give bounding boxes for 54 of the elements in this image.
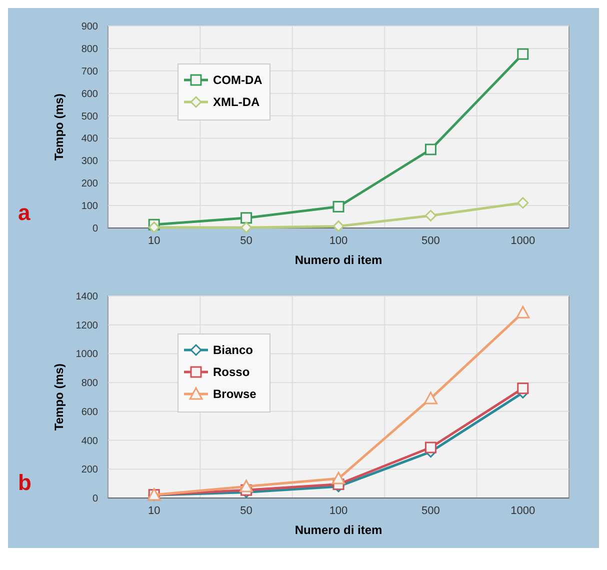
legend-label: Bianco — [213, 343, 254, 358]
x-tick-label: 50 — [240, 235, 252, 247]
x-axis-title: Numero di item — [294, 253, 382, 267]
x-tick-label: 500 — [422, 235, 440, 247]
text: a — [18, 200, 31, 225]
x-tick-label: 100 — [329, 235, 348, 247]
legend-label: COM-DA — [213, 73, 263, 88]
point — [332, 200, 344, 212]
y-axis-title: Tempo (ms) — [52, 363, 66, 431]
x-tick-label: 100 — [329, 505, 348, 517]
x-tick-label: 10 — [148, 235, 160, 247]
y-axis-title: Tempo (ms) — [52, 93, 66, 161]
y-tick-label: 400 — [81, 134, 98, 145]
point — [517, 382, 529, 394]
y-tick-label: 800 — [81, 378, 98, 390]
y-tick-label: 600 — [81, 406, 98, 418]
point — [240, 480, 254, 492]
point — [516, 306, 530, 318]
y-tick-label: 0 — [92, 224, 98, 234]
y-tick-label: 100 — [81, 201, 98, 212]
point — [424, 210, 436, 222]
point — [424, 392, 438, 404]
point — [517, 48, 529, 60]
y-tick-label: 200 — [81, 178, 98, 190]
legend-label: Rosso — [213, 365, 250, 380]
text: b — [18, 470, 32, 495]
point — [424, 144, 436, 156]
point — [332, 472, 346, 484]
point — [517, 197, 529, 209]
x-tick-label: 500 — [422, 505, 440, 517]
y-tick-label: 300 — [81, 156, 98, 168]
y-tick-label: 1200 — [76, 320, 98, 332]
x-tick-label: 1000 — [510, 505, 536, 517]
y-tick-label: 200 — [81, 464, 98, 476]
y-tick-label: 0 — [92, 494, 98, 504]
y-tick-label: 1000 — [76, 349, 98, 360]
y-tick-label: 800 — [81, 44, 98, 55]
x-tick-label: 10 — [148, 505, 160, 517]
y-tick-label: 700 — [81, 66, 98, 78]
y-tick-label: 600 — [81, 88, 98, 100]
x-tick-label: 50 — [240, 505, 252, 517]
y-tick-label: 900 — [81, 22, 98, 32]
y-tick-label: 1400 — [76, 292, 98, 302]
x-tick-label: 1000 — [510, 235, 536, 247]
legend-label: Browse — [213, 387, 257, 402]
y-tick-label: 500 — [81, 111, 98, 122]
point — [424, 442, 436, 454]
point — [240, 212, 252, 224]
point — [148, 222, 160, 234]
legend-label: XML-DA — [213, 95, 260, 110]
x-axis-title: Numero di item — [294, 523, 382, 537]
point — [332, 220, 344, 232]
point — [240, 222, 252, 234]
y-tick-label: 400 — [81, 436, 98, 447]
